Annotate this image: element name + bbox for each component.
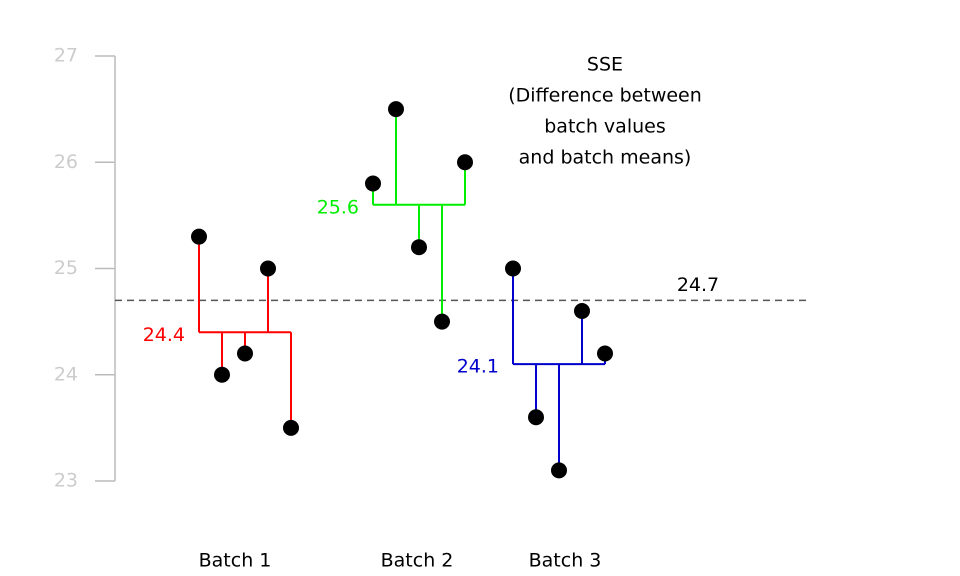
point — [214, 366, 230, 383]
grand-mean-label: 24.7 — [677, 274, 719, 296]
point — [388, 101, 404, 118]
point — [597, 345, 613, 362]
y-tick-label: 25 — [54, 257, 78, 279]
point — [434, 313, 450, 330]
point — [237, 345, 253, 362]
batch-mean-label: 24.4 — [143, 324, 185, 346]
point — [260, 260, 276, 277]
x-tick-label: Batch 2 — [381, 550, 454, 572]
annotation: SSE — [587, 54, 623, 76]
batch-mean-label: 25.6 — [317, 196, 359, 218]
point — [551, 462, 567, 479]
y-tick-label: 24 — [54, 363, 78, 385]
point — [457, 154, 473, 171]
annotation: and batch means) — [519, 147, 692, 169]
point — [283, 419, 299, 436]
annotation: (Difference between — [508, 85, 702, 107]
annotation: batch values — [544, 116, 665, 138]
point — [365, 175, 381, 192]
batch-mean-label: 24.1 — [457, 356, 499, 378]
y-tick-label: 27 — [54, 45, 78, 67]
point — [191, 228, 207, 245]
point — [411, 239, 427, 256]
x-tick-label: Batch 3 — [529, 550, 602, 572]
y-tick-label: 23 — [54, 470, 78, 492]
point — [528, 409, 544, 426]
point — [505, 260, 521, 277]
y-tick-label: 26 — [54, 151, 78, 173]
x-tick-label: Batch 1 — [199, 550, 272, 572]
point — [574, 303, 590, 319]
